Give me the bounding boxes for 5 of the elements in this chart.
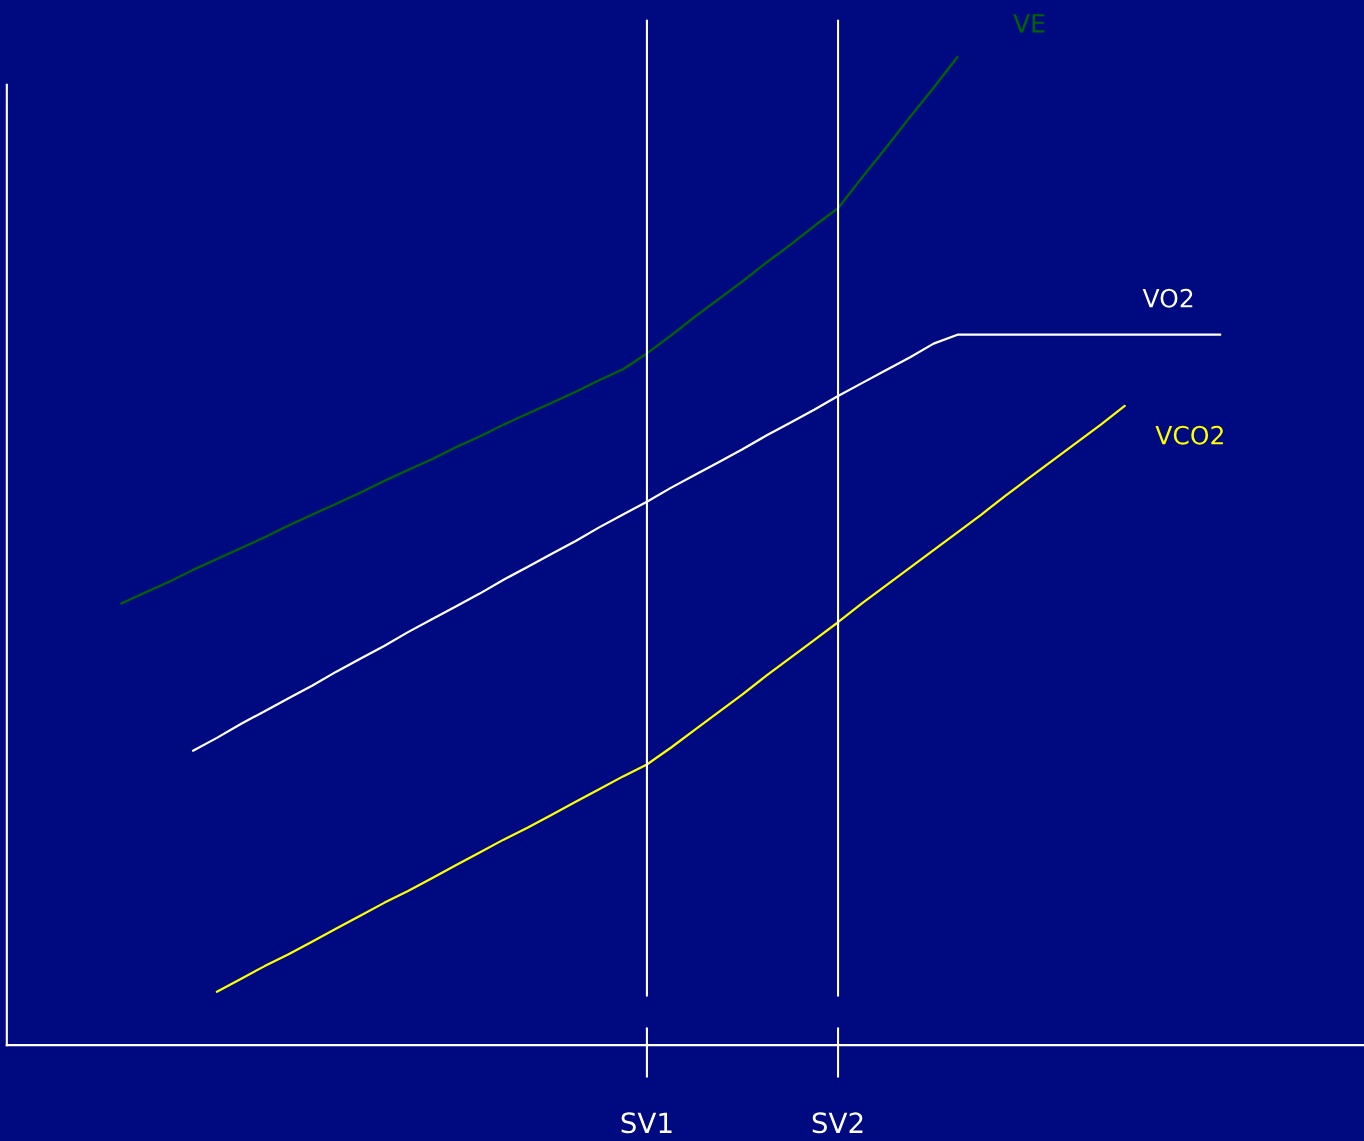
x-tick-label: SV1 — [621, 1112, 672, 1134]
x-tick-label: SV2 — [812, 1112, 863, 1134]
series-label: VCO2 — [1155, 425, 1223, 445]
series-label: VO2 — [1142, 288, 1193, 308]
text: VE — [1013, 14, 1045, 33]
